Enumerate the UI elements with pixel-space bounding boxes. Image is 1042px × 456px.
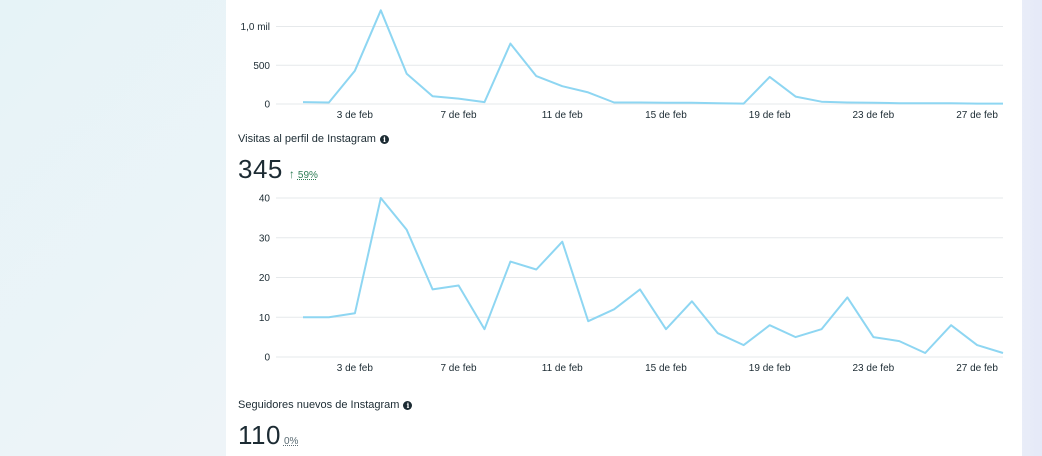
x-tick-label: 23 de feb <box>853 363 895 374</box>
info-icon[interactable]: i <box>379 134 389 144</box>
data-point[interactable] <box>867 97 879 109</box>
x-tick-label: 7 de feb <box>440 363 477 374</box>
data-point[interactable] <box>297 311 309 323</box>
insights-panel: 0 500 1,0 mil 3 de feb 7 de feb 11 de feb 15 d… <box>226 0 1022 456</box>
data-point[interactable] <box>790 331 802 343</box>
data-point[interactable] <box>478 96 490 108</box>
data-point[interactable] <box>712 97 724 109</box>
data-point[interactable] <box>997 98 1009 110</box>
data-point[interactable] <box>478 323 490 335</box>
y-tick-label: 0 <box>264 353 270 364</box>
data-point[interactable] <box>919 97 931 109</box>
data-point[interactable] <box>919 347 931 359</box>
data-point[interactable] <box>660 323 672 335</box>
data-point[interactable] <box>945 97 957 109</box>
x-tick-label: 19 de feb <box>749 110 791 121</box>
data-point[interactable] <box>556 80 568 92</box>
data-point[interactable] <box>582 315 594 327</box>
data-point[interactable] <box>790 91 802 103</box>
interactions-chart: 0 500 1,0 mil 3 de feb 7 de feb 11 de feb 15 d… <box>241 4 1009 121</box>
y-tick-label: 1,0 mil <box>241 22 270 33</box>
y-tick-label: 10 <box>259 313 271 324</box>
data-point[interactable] <box>608 96 620 108</box>
new-followers-label: Seguidores nuevos de Instagram i <box>238 399 413 411</box>
data-point[interactable] <box>738 339 750 351</box>
y-tick-label: 20 <box>259 273 271 284</box>
data-point[interactable] <box>971 339 983 351</box>
data-point[interactable] <box>297 96 309 108</box>
x-tick-label: 11 de feb <box>542 363 583 374</box>
data-point[interactable] <box>323 96 335 108</box>
x-tick-label: 3 de feb <box>337 110 374 121</box>
data-point[interactable] <box>686 295 698 307</box>
data-point[interactable] <box>686 97 698 109</box>
data-point[interactable] <box>375 192 387 204</box>
data-point[interactable] <box>971 98 983 110</box>
y-tick-label: 30 <box>259 233 271 244</box>
data-point[interactable] <box>504 38 516 50</box>
x-tick-label: 15 de feb <box>645 110 687 121</box>
background-edge <box>1022 0 1042 456</box>
data-point[interactable] <box>556 236 568 248</box>
profile-visits-value: 345 ↑ 59% <box>238 154 318 185</box>
data-point[interactable] <box>323 311 335 323</box>
x-tick-label: 19 de feb <box>749 363 791 374</box>
y-tick-label: 40 <box>259 194 271 205</box>
data-point[interactable] <box>997 347 1009 359</box>
data-point[interactable] <box>401 68 413 80</box>
x-tick-label: 11 de feb <box>542 110 583 121</box>
data-point[interactable] <box>816 323 828 335</box>
data-point[interactable] <box>945 319 957 331</box>
data-point[interactable] <box>427 90 439 102</box>
data-point[interactable] <box>530 264 542 276</box>
x-tick-label: 27 de feb <box>956 110 998 121</box>
x-tick-label: 15 de feb <box>645 363 687 374</box>
data-point[interactable] <box>427 283 439 295</box>
data-point[interactable] <box>349 307 361 319</box>
data-point[interactable] <box>634 283 646 295</box>
arrow-up-icon: ↑ <box>288 167 295 181</box>
data-point[interactable] <box>841 96 853 108</box>
data-point[interactable] <box>712 327 724 339</box>
x-tick-label: 23 de feb <box>853 110 895 121</box>
data-point[interactable] <box>841 291 853 303</box>
data-point[interactable] <box>893 97 905 109</box>
profile-visits-label: Visitas al perfil de Instagram i <box>238 133 389 145</box>
data-point[interactable] <box>453 279 465 291</box>
data-point[interactable] <box>738 98 750 110</box>
data-point[interactable] <box>401 224 413 236</box>
new-followers-change[interactable]: 0% <box>283 436 299 447</box>
data-point[interactable] <box>893 335 905 347</box>
data-point[interactable] <box>867 331 879 343</box>
data-point[interactable] <box>634 96 646 108</box>
data-point[interactable] <box>582 86 594 98</box>
x-tick-label: 7 de feb <box>440 110 477 121</box>
data-point[interactable] <box>453 93 465 105</box>
data-point[interactable] <box>816 96 828 108</box>
x-tick-label: 27 de feb <box>956 363 998 374</box>
x-tick-label: 3 de feb <box>337 363 374 374</box>
profile-visits-change[interactable]: 59% <box>297 170 318 181</box>
data-point[interactable] <box>349 65 361 77</box>
data-point[interactable] <box>608 303 620 315</box>
new-followers-value: 110 0% <box>238 420 298 451</box>
data-point[interactable] <box>375 4 387 16</box>
y-tick-label: 0 <box>264 100 270 111</box>
profile-visits-number: 345 <box>238 154 283 184</box>
profile-visits-chart: 0 10 20 30 40 3 de feb 7 de feb 11 de feb 15 de … <box>259 192 1009 374</box>
new-followers-number: 110 <box>238 420 281 450</box>
info-icon[interactable]: i <box>403 400 413 410</box>
series-line <box>303 197 1004 354</box>
data-point[interactable] <box>530 70 542 82</box>
data-point[interactable] <box>660 97 672 109</box>
data-point[interactable] <box>764 319 776 331</box>
series-line <box>302 9 1003 105</box>
data-point[interactable] <box>504 256 516 268</box>
data-point[interactable] <box>764 71 776 83</box>
y-tick-label: 500 <box>253 61 270 72</box>
